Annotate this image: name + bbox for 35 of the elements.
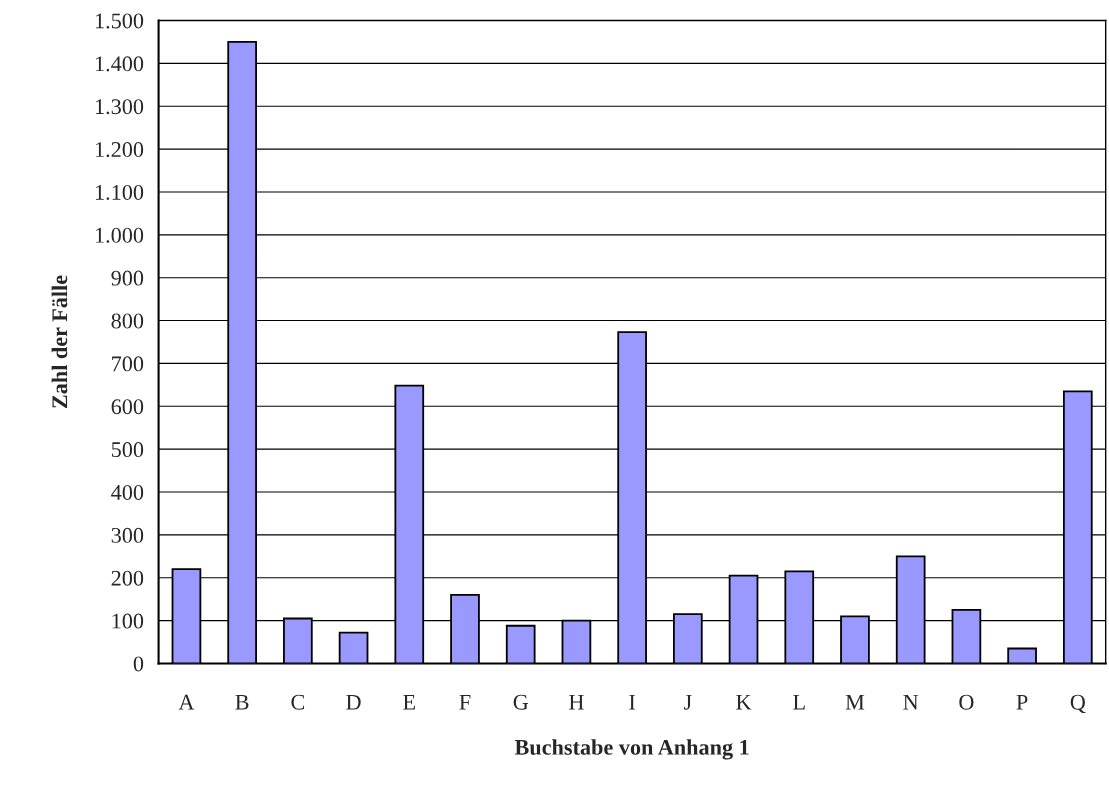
y-tick-label: 900	[111, 270, 144, 286]
x-tick-label: L	[793, 694, 805, 710]
x-axis-title: Buchstabe von Anhang 1	[514, 739, 749, 760]
x-tick-label: G	[513, 694, 529, 710]
x-tick-label: K	[736, 694, 752, 710]
x-tick-label: C	[291, 694, 305, 710]
y-tick-label: 1.100	[95, 184, 144, 200]
x-tick-label: E	[403, 694, 415, 710]
x-tick-label: A	[178, 694, 195, 710]
y-tick-label: 1.200	[95, 142, 144, 158]
x-tick-label: J	[683, 694, 692, 710]
y-axis-title: Zahl der Fälle	[51, 275, 68, 409]
y-tick-label: 0	[133, 656, 144, 672]
y-tick-label: 1.500	[95, 13, 144, 29]
y-tick-label: 400	[111, 484, 144, 500]
y-tick-label: 800	[111, 313, 144, 329]
x-tick-label: Q	[1070, 694, 1086, 714]
x-tick-label: O	[959, 694, 974, 710]
x-tick-label: D	[346, 694, 361, 710]
x-tick-label: N	[903, 694, 919, 710]
y-tick-label: 1.000	[95, 227, 144, 243]
y-tick-label: 700	[112, 356, 144, 372]
y-tick-label: 500	[111, 442, 144, 458]
x-tick-label: B	[235, 694, 249, 710]
y-tick-label: 100	[112, 613, 144, 629]
x-tick-label: F	[459, 694, 471, 710]
y-tick-label: 200	[111, 570, 144, 586]
x-tick-label: M	[845, 694, 865, 710]
x-tick-label: H	[569, 694, 584, 710]
x-tick-label: P	[1016, 694, 1028, 710]
x-tick-label: I	[629, 694, 636, 710]
y-tick-label: 300	[111, 527, 144, 543]
y-tick-label: 1.300	[95, 99, 144, 115]
y-tick-label: 1.400	[95, 56, 144, 72]
y-tick-label: 600	[111, 399, 144, 415]
